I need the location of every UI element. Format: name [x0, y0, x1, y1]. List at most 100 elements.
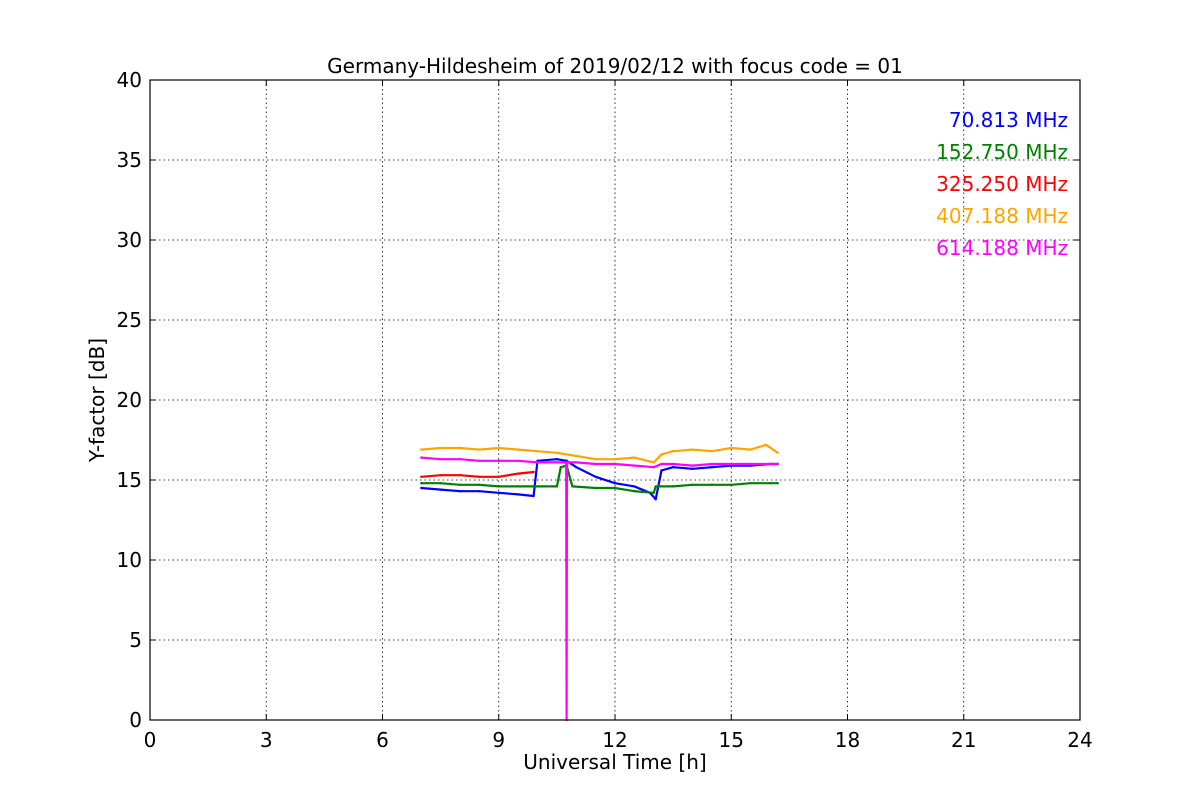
data-point [613, 458, 617, 461]
data-point [594, 486, 597, 490]
data-point [594, 462, 597, 466]
y-tick-label: 40 [117, 68, 142, 92]
data-point [497, 491, 500, 494]
data-point [691, 483, 694, 486]
legend: 70.813 MHz 152.750 MHz 325.250 MHz 407.188 … [936, 108, 1068, 260]
y-tick-label: 25 [117, 308, 142, 332]
x-tick-label: 12 [602, 728, 627, 752]
x-tick-label: 18 [835, 728, 860, 752]
data-point [420, 475, 423, 478]
data-point [536, 461, 539, 464]
data-point [497, 485, 500, 488]
data-point [458, 474, 462, 477]
data-point [439, 474, 442, 477]
data-point [633, 490, 636, 493]
data-point [478, 448, 481, 451]
series-2 [420, 470, 535, 478]
y-tick-label: 5 [129, 628, 142, 652]
data-point [516, 493, 520, 496]
legend-entry: 407.188 MHz [936, 204, 1068, 228]
data-point [710, 466, 714, 469]
data-point [439, 446, 442, 450]
data-point [555, 458, 559, 461]
data-point [478, 475, 481, 478]
data-point [439, 458, 442, 461]
y-tick-label: 20 [117, 388, 142, 412]
data-point [730, 446, 733, 450]
series-3 [420, 443, 779, 464]
data-point [660, 469, 663, 472]
y-tick-label: 15 [117, 468, 142, 492]
data-point [516, 448, 520, 451]
series-layer [420, 443, 779, 722]
data-point [478, 490, 481, 493]
data-point [710, 483, 714, 486]
x-tick-label: 21 [951, 728, 976, 752]
data-point [439, 482, 442, 485]
data-point [458, 458, 462, 461]
series-line [421, 456, 778, 722]
y-tick-label: 10 [117, 548, 142, 572]
data-point [749, 482, 752, 485]
data-point [458, 483, 462, 486]
data-point [420, 486, 423, 490]
data-point [768, 462, 772, 466]
data-point [691, 448, 694, 451]
data-point [710, 462, 714, 466]
data-point [497, 446, 500, 450]
data-point [633, 456, 636, 459]
x-tick-label: 0 [144, 728, 157, 752]
x-tick-label: 9 [492, 728, 505, 752]
data-point [730, 462, 733, 466]
data-point [613, 486, 617, 490]
data-point [691, 467, 694, 470]
data-point [671, 462, 675, 466]
data-point [654, 498, 657, 501]
y-axis-label: Y-factor [dB] [85, 338, 109, 463]
data-point [594, 458, 597, 461]
data-point [458, 446, 462, 450]
data-point [652, 466, 655, 469]
legend-entry: 325.250 MHz [936, 172, 1068, 196]
data-point [536, 485, 539, 488]
data-point [571, 485, 574, 488]
data-point [575, 466, 578, 469]
data-point [565, 461, 569, 464]
series-1 [420, 464, 779, 494]
data-point [555, 461, 559, 464]
data-point [776, 482, 779, 485]
legend-entry: 152.750 MHz [936, 140, 1068, 164]
data-point [536, 450, 539, 453]
data-point [555, 451, 559, 454]
data-point [660, 462, 663, 466]
data-point [532, 494, 535, 498]
series-0 [420, 458, 779, 501]
data-point [768, 482, 772, 485]
data-point [420, 456, 423, 459]
data-point [652, 461, 655, 464]
x-tick-label: 6 [376, 728, 389, 752]
data-point [730, 483, 733, 486]
data-point [575, 454, 578, 458]
data-point [575, 461, 578, 464]
data-point [532, 470, 535, 474]
data-point [613, 482, 617, 485]
data-point [478, 483, 481, 486]
data-point [516, 472, 520, 475]
data-point [776, 462, 779, 466]
x-tick-label: 3 [260, 728, 273, 752]
x-tick-label: 15 [719, 728, 744, 752]
series-4 [420, 456, 779, 722]
data-point [559, 466, 562, 469]
data-point [652, 491, 655, 494]
data-point [671, 485, 675, 488]
data-point [439, 488, 442, 491]
legend-entry: 614.188 MHz [936, 236, 1068, 260]
y-tick-label: 35 [117, 148, 142, 172]
x-tick-label: 24 [1067, 728, 1092, 752]
y-tick-label: 0 [129, 708, 142, 732]
ticks: 0 3 6 9 12 15 18 21 24 0 5 10 15 20 25 30 35 40 [117, 68, 1093, 752]
data-point [633, 464, 636, 467]
